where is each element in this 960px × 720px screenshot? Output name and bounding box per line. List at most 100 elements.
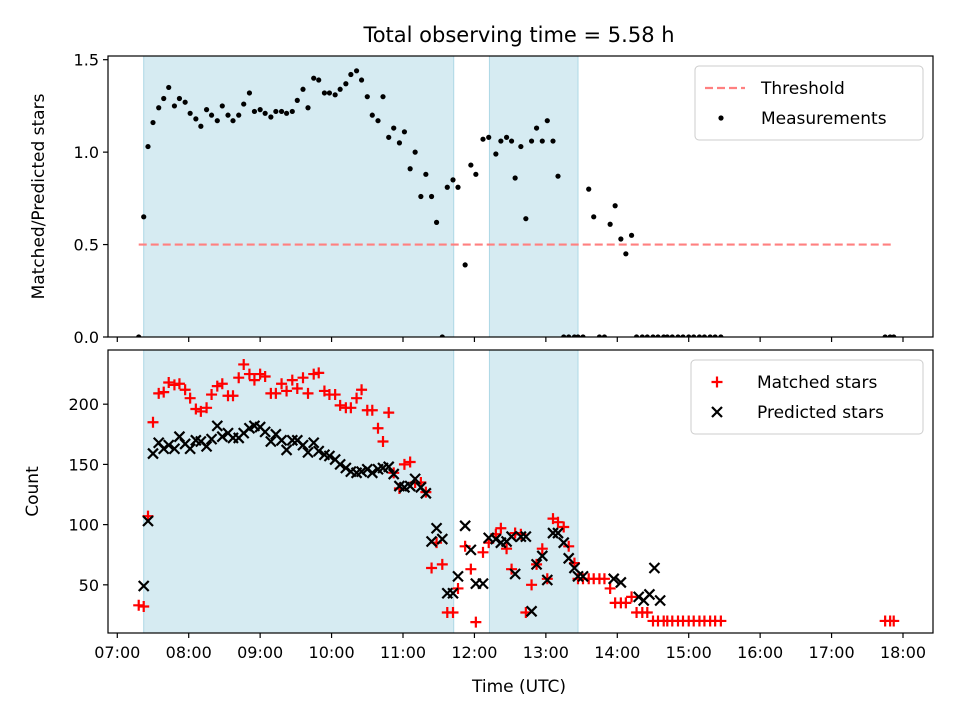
data-point	[718, 334, 724, 337]
data-point	[323, 450, 336, 462]
data-point	[214, 118, 220, 124]
legend-swatch	[711, 406, 723, 418]
data-point	[639, 334, 645, 337]
x-tick-label: 12:00	[451, 643, 497, 662]
data-point	[289, 108, 295, 115]
data-point	[648, 562, 661, 574]
data-point	[332, 92, 338, 98]
data-point	[158, 386, 170, 398]
data-point	[550, 138, 556, 144]
data-point	[302, 387, 314, 399]
data-point	[230, 118, 236, 124]
data-point	[407, 166, 413, 172]
data-point	[533, 125, 540, 131]
data-point	[586, 186, 592, 192]
legend-label: Threshold	[760, 79, 845, 99]
x-tick-label: 14:00	[594, 643, 640, 662]
data-point	[643, 588, 656, 601]
data-point	[612, 203, 618, 209]
data-point	[153, 387, 165, 399]
data-point	[596, 334, 603, 337]
data-point	[329, 389, 341, 401]
data-point	[428, 193, 435, 200]
data-point	[680, 334, 686, 337]
series-predicted-stars	[137, 420, 666, 618]
data-point	[268, 114, 274, 120]
legend: Matched stars Predicted stars	[690, 359, 924, 435]
data-point	[275, 434, 288, 447]
data-point	[286, 434, 299, 447]
y-tick-label: 1.5	[74, 51, 99, 70]
data-point	[396, 140, 403, 146]
data-point	[137, 580, 150, 592]
data-point	[182, 99, 188, 105]
data-point	[198, 123, 204, 129]
data-point	[557, 536, 570, 549]
data-point	[141, 214, 147, 220]
data-point	[156, 105, 162, 111]
data-point	[208, 112, 215, 118]
data-point	[568, 562, 581, 574]
data-point	[669, 334, 675, 337]
data-point	[601, 334, 608, 337]
data-point	[270, 387, 282, 399]
data-point	[409, 473, 421, 485]
axes-frame	[107, 55, 934, 338]
data-point	[375, 118, 381, 124]
data-point	[205, 433, 218, 445]
data-point	[259, 426, 271, 438]
data-point	[145, 143, 151, 150]
axes-frame	[107, 349, 934, 634]
data-point	[297, 372, 309, 384]
data-point	[171, 103, 178, 109]
y-tick-label: 200	[68, 395, 99, 414]
data-point	[552, 527, 564, 539]
data-point	[607, 221, 613, 227]
data-point	[501, 543, 513, 555]
data-point	[558, 521, 570, 533]
data-point	[580, 334, 586, 337]
data-point	[477, 546, 489, 558]
data-point	[216, 378, 228, 390]
data-point	[162, 439, 175, 451]
data-point	[351, 392, 363, 404]
data-point	[495, 522, 507, 534]
x-tick-label: 18:00	[880, 643, 926, 662]
data-point	[343, 81, 349, 87]
data-point	[187, 110, 193, 116]
data-point	[701, 334, 708, 337]
data-point	[387, 468, 400, 480]
x-tick-label: 10:00	[309, 643, 355, 662]
data-point	[539, 138, 545, 144]
data-point	[168, 442, 181, 455]
data-point	[302, 446, 314, 459]
data-point	[398, 458, 410, 470]
data-point	[348, 71, 354, 78]
data-point	[383, 407, 395, 419]
data-point	[444, 184, 450, 190]
data-point	[459, 520, 471, 532]
data-point	[377, 436, 389, 448]
data-point	[480, 136, 486, 142]
data-point	[283, 110, 290, 116]
series-measurements	[136, 68, 897, 337]
data-point	[326, 90, 333, 96]
x-tick-label: 15:00	[666, 643, 712, 662]
data-point	[523, 216, 529, 222]
data-point	[219, 103, 225, 109]
data-point	[575, 334, 581, 337]
data-point	[686, 334, 692, 337]
data-point	[404, 456, 416, 468]
data-point	[562, 552, 575, 565]
data-point	[615, 576, 627, 589]
observing-span-2	[488, 55, 579, 338]
data-point	[308, 368, 320, 380]
data-point	[486, 134, 492, 140]
data-point	[203, 107, 210, 113]
data-point	[311, 75, 317, 81]
data-point	[508, 138, 515, 144]
data-point	[520, 530, 532, 543]
data-point	[321, 90, 328, 96]
data-point	[530, 558, 543, 571]
data-point	[211, 420, 224, 432]
